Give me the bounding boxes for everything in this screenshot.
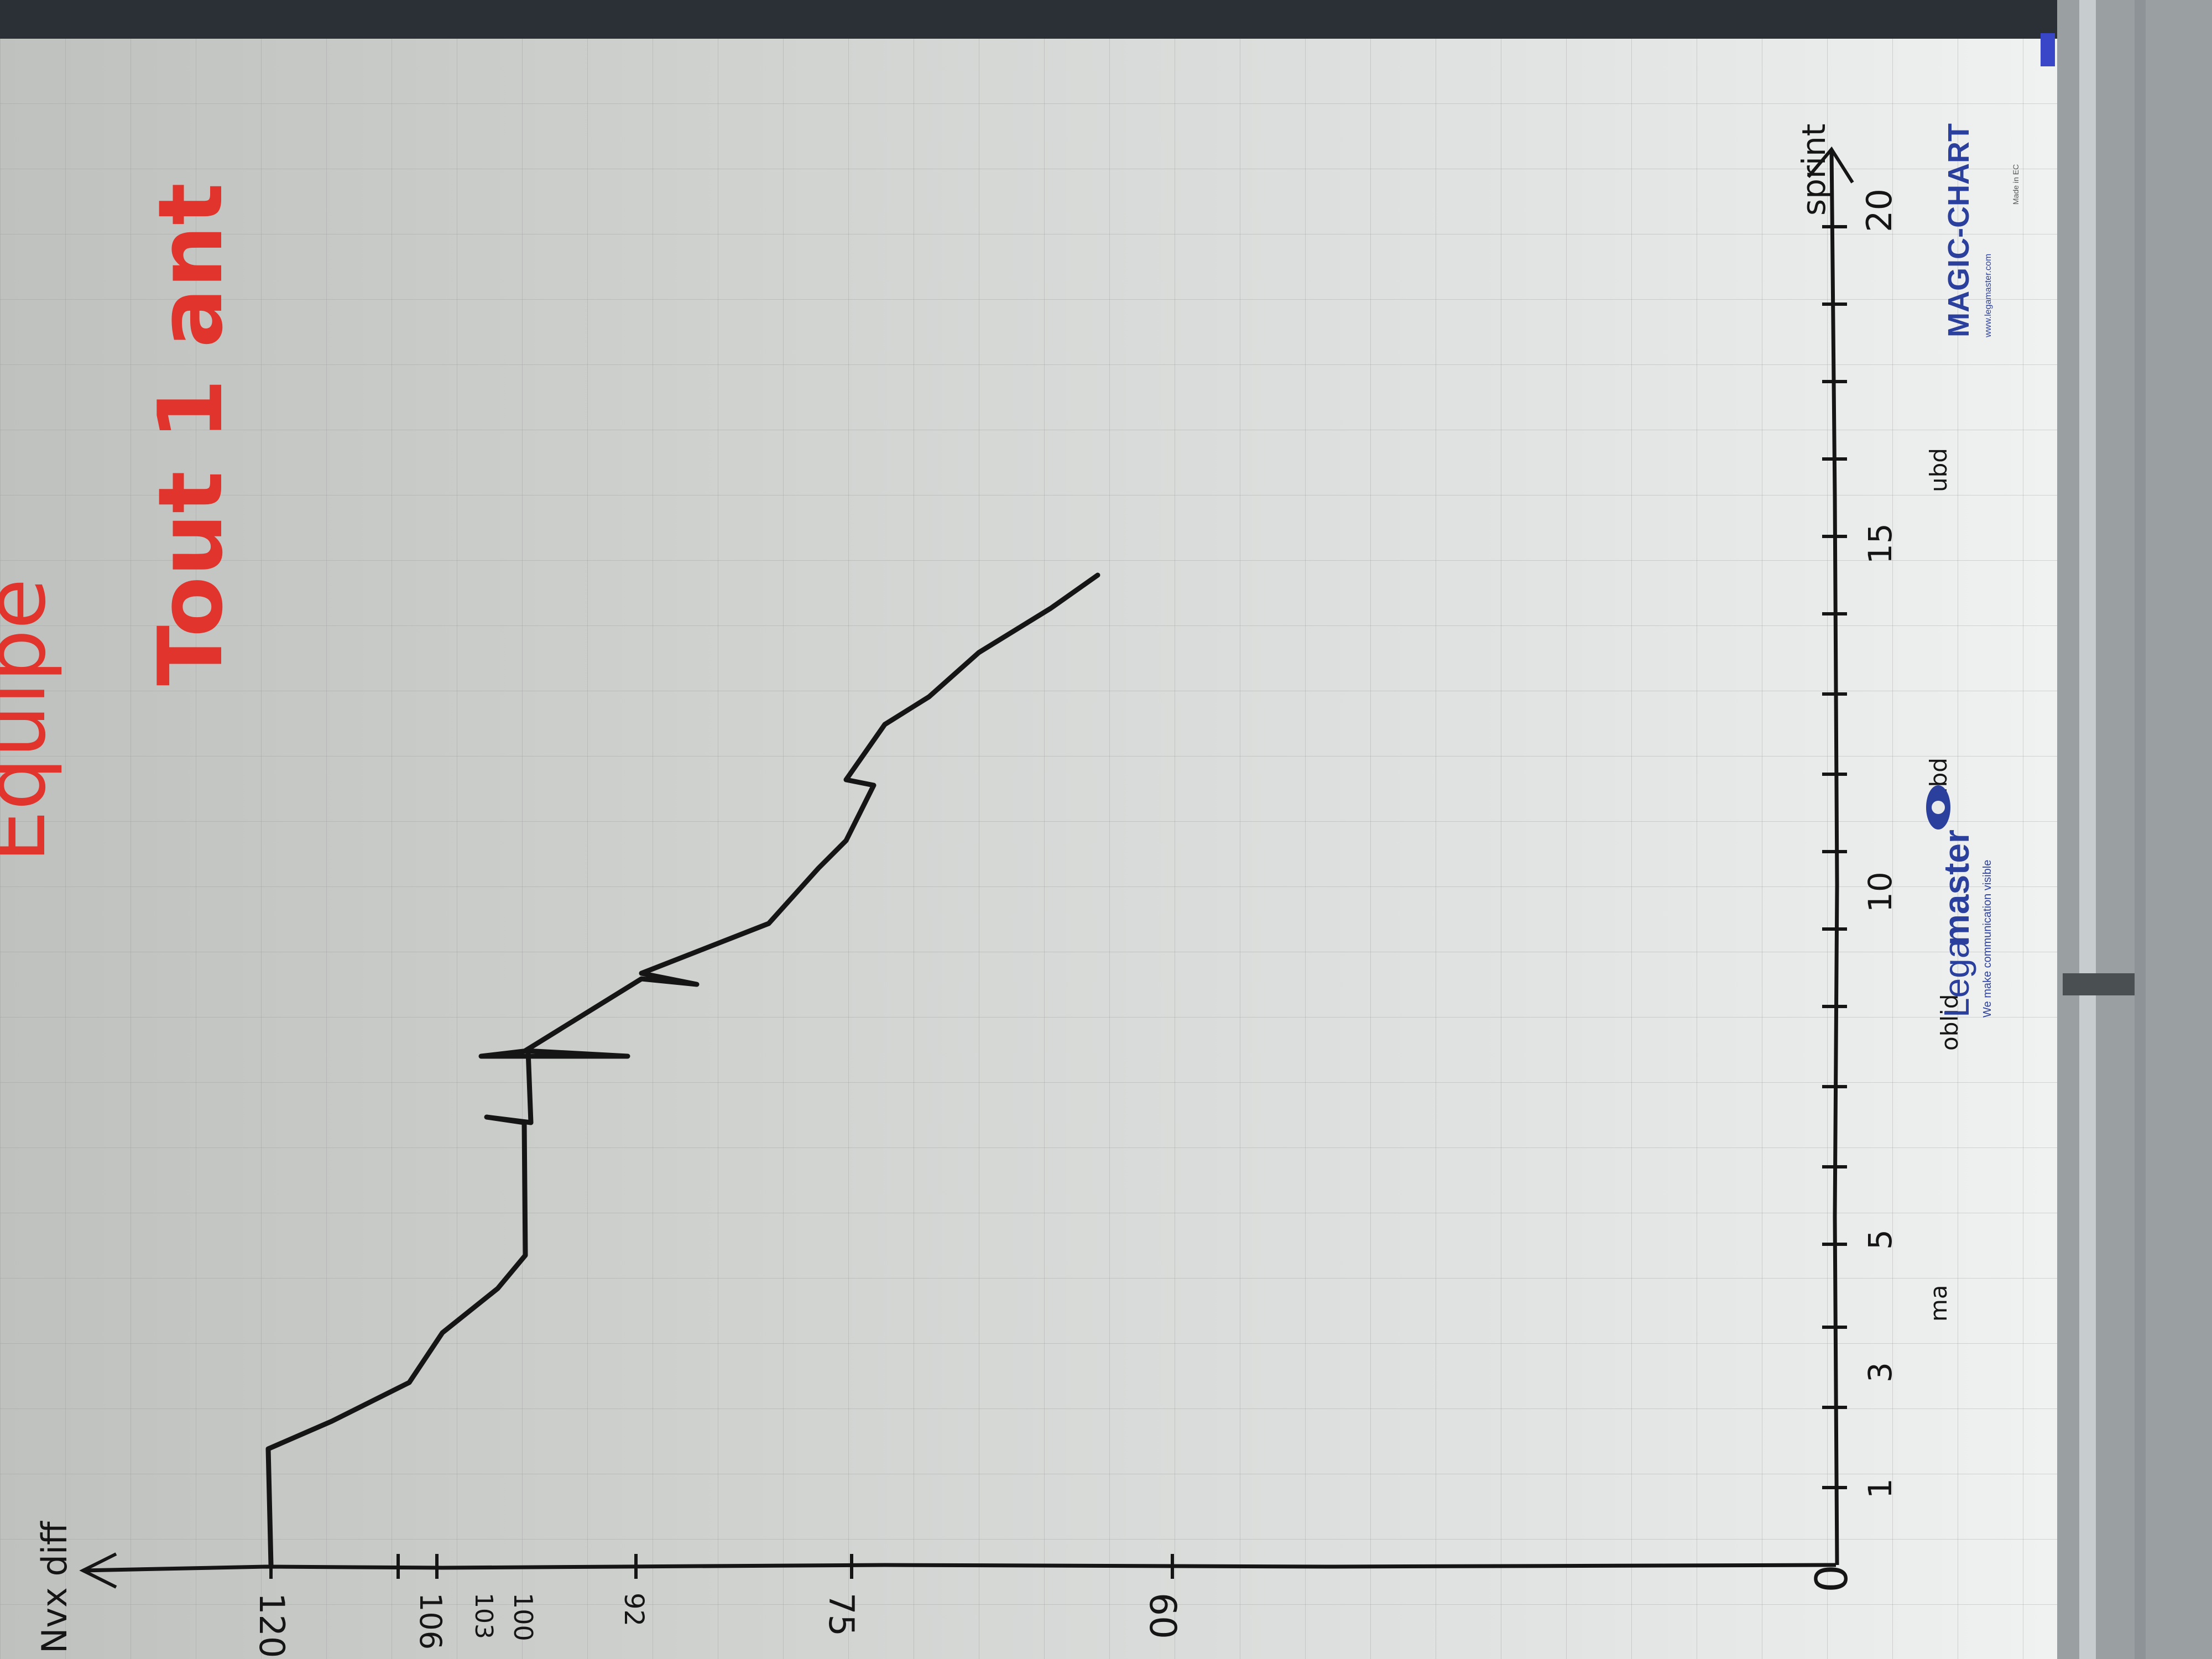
corner-tab xyxy=(2041,33,2055,66)
x-axis-label: sprint xyxy=(1795,124,1833,216)
y-axis-label: Nvx diff xyxy=(34,1521,75,1653)
y-axis-arrowhead xyxy=(79,1552,117,1589)
x-tick-label: 15 xyxy=(1861,523,1899,564)
easel-clip xyxy=(2063,973,2135,995)
brand-url: www.legamaster.com xyxy=(1984,254,1993,338)
x-axis-arrowhead xyxy=(1807,146,1854,184)
y-tick-label: 120 xyxy=(252,1593,292,1658)
x-tick-label: 3 xyxy=(1861,1362,1899,1383)
brand-name-suffix: master xyxy=(1937,830,1976,946)
x-tick-label: 0 xyxy=(1806,1564,1858,1593)
corner-print: Made in EC xyxy=(2011,164,2020,205)
annotation-ma: ma xyxy=(1925,1285,1952,1322)
brand-name-prefix: Lega xyxy=(1937,938,1976,1018)
burndown-line xyxy=(265,572,1100,1568)
y-tick-label: 100 xyxy=(508,1593,538,1641)
x-axis-ticks xyxy=(1822,225,1847,1489)
flipchart-sheet xyxy=(0,39,2057,1659)
y-tick-label: 60 xyxy=(1141,1593,1184,1639)
x-axis-label-2: 20 xyxy=(1859,189,1900,232)
easel-frame xyxy=(2057,0,2212,1659)
y-axis-line xyxy=(82,1563,1837,1573)
x-axis-line xyxy=(1829,149,1839,1566)
annotation-oblid: oblid xyxy=(1936,994,1963,1051)
brand-eye-logo xyxy=(1926,785,1950,830)
annotation-ubd-2: ubd xyxy=(1925,448,1952,492)
y-tick-label: 103 xyxy=(469,1593,498,1639)
title-equipe: Equipe xyxy=(0,578,64,863)
y-tick-label: 75 xyxy=(821,1593,862,1636)
y-tick-label: 106 xyxy=(413,1593,448,1650)
x-tick-label: 5 xyxy=(1861,1229,1899,1250)
y-tick-label: 92 xyxy=(618,1593,649,1626)
brand-product: MAGIC-CHART xyxy=(1942,123,1975,337)
brand-tagline: We make communication visible xyxy=(1981,860,1994,1018)
x-tick-label: 1 xyxy=(1861,1478,1899,1499)
title-tout-1-ant: Tout 1 ant xyxy=(139,183,242,686)
x-tick-label: 10 xyxy=(1861,872,1899,912)
